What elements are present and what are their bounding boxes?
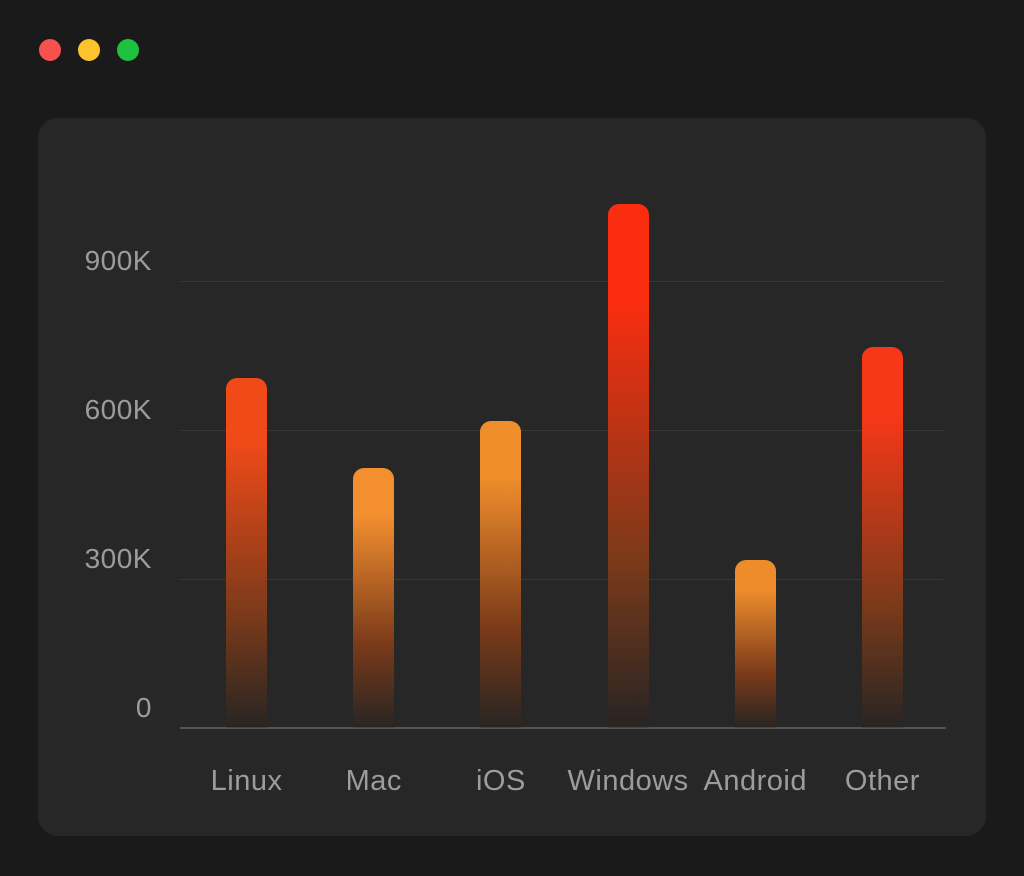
x-label-ios: iOS [475,765,526,797]
gridline-600k [180,430,943,431]
minimize-button[interactable] [78,39,100,61]
x-axis-line [180,727,946,729]
bars-layer [183,204,946,728]
y-tick-label-0: 0 [135,692,152,723]
chart-panel: 0 300K 600K 900K Linux Mac iOS Windows Android O… [38,118,986,836]
window-titlebar [0,0,1024,100]
x-label-linux: Linux [210,765,283,797]
y-tick-label-600k: 600K [84,394,152,425]
bar-windows[interactable] [607,204,649,728]
y-tick-label-900k: 900K [84,245,152,276]
bar-ios[interactable] [480,421,522,728]
x-label-mac: Mac [345,765,402,797]
x-label-android: Android [703,765,807,797]
x-label-windows: Windows [567,765,689,797]
gridline-900k [180,281,943,282]
x-label-other: Other [844,765,920,797]
bar-mac[interactable] [353,468,395,728]
y-tick-label-300k: 300K [84,543,152,574]
zoom-button[interactable] [117,39,139,61]
close-button[interactable] [39,39,61,61]
bar-android[interactable] [734,560,776,728]
gridline-300k [180,579,943,580]
bar-linux[interactable] [226,377,268,728]
bar-other[interactable] [861,347,903,728]
